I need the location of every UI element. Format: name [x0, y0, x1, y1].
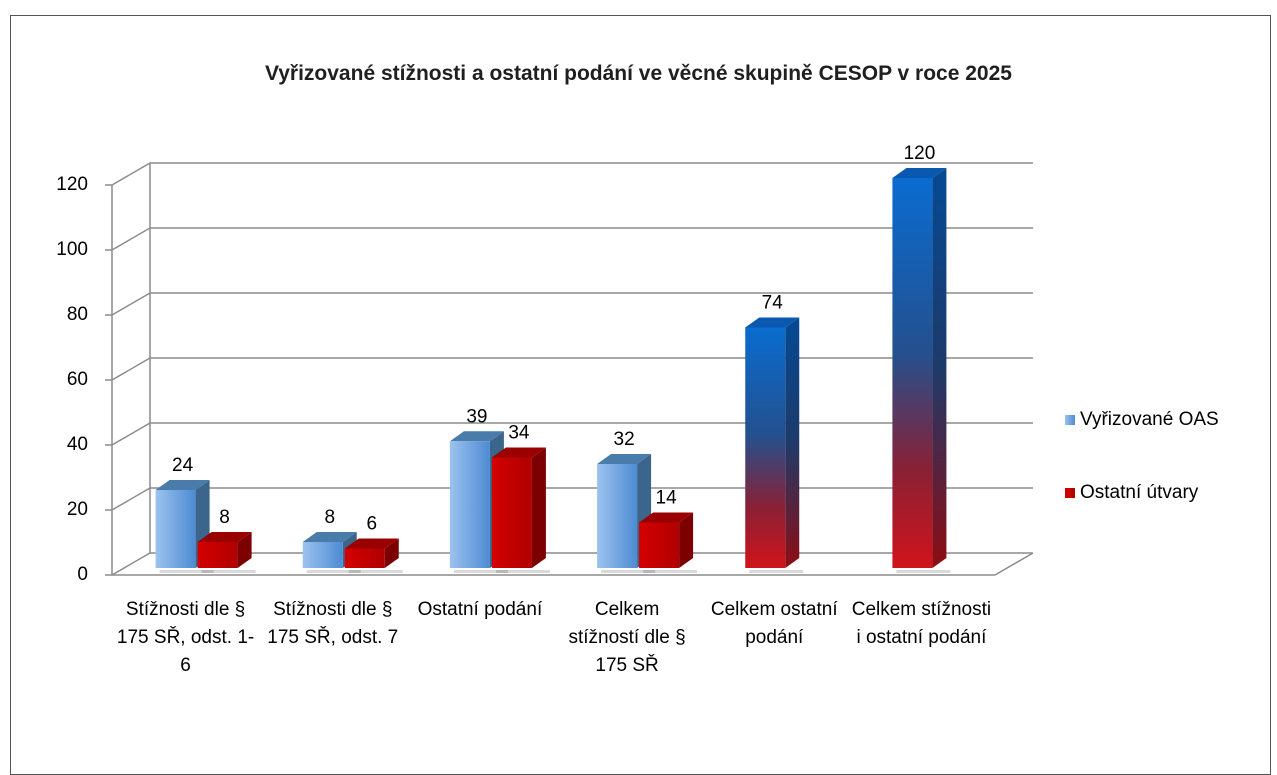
- page: Vyřizované stížnosti a ostatní podání ve…: [10, 15, 1271, 775]
- data-label: 34: [508, 423, 530, 444]
- bar-shadow: [306, 570, 361, 573]
- bar-top: [197, 532, 252, 542]
- grid-line: [111, 357, 1033, 381]
- bar-side: [679, 512, 694, 568]
- bar-top: [597, 454, 652, 464]
- bar-shadow: [201, 570, 256, 573]
- data-label: 24: [172, 455, 194, 476]
- bar-top: [639, 512, 694, 523]
- bar-side: [785, 317, 800, 568]
- x-tick-label: Celkem stížnosti i ostatní podání: [851, 599, 992, 648]
- bar-top: [344, 538, 399, 549]
- chart-title: Vyřizované stížnosti a ostatní podání ve…: [265, 62, 1012, 85]
- x-tick-label: Celkem ostatní podání: [710, 599, 838, 648]
- grid-line: [111, 162, 1033, 186]
- bar-top: [449, 431, 504, 442]
- legend-swatch: [1065, 415, 1075, 425]
- chart: 0 20 40 60 80 100 120 24 8 8 6 39 34 32 14 74 120 Vyřizov…: [56, 143, 1219, 585]
- y-tick-label: 20: [67, 499, 88, 520]
- bar-top: [155, 480, 210, 490]
- legend-label: Vyřizované OAS: [1080, 409, 1219, 430]
- grid-line: [111, 552, 1033, 576]
- data-label: 6: [366, 514, 377, 535]
- data-label: 120: [904, 143, 936, 164]
- bar: [302, 542, 343, 568]
- bar: [745, 327, 786, 568]
- bar: [892, 178, 933, 568]
- bar-shadow: [495, 570, 550, 573]
- x-tick-label: Stížnosti dle § 175 SŘ, odst. 7: [267, 599, 399, 648]
- bar: [197, 542, 238, 568]
- bar: [155, 490, 196, 568]
- grid-line: [111, 422, 1033, 446]
- y-tick-label: 100: [56, 239, 88, 260]
- data-label: 39: [466, 406, 487, 427]
- bar-top: [302, 532, 357, 542]
- bar: [491, 457, 532, 568]
- y-tick-label: 80: [67, 304, 88, 325]
- data-label: 32: [614, 429, 635, 450]
- bar-shadow: [896, 570, 951, 573]
- data-label: 8: [324, 507, 335, 528]
- bar-side: [932, 168, 947, 568]
- data-label: 8: [219, 507, 230, 528]
- bar-top: [491, 447, 546, 458]
- data-label: 14: [656, 488, 678, 509]
- data-label: 74: [762, 293, 784, 314]
- y-tick-label: 120: [56, 174, 88, 195]
- legend-swatch: [1065, 488, 1075, 498]
- x-tick-label: Stížnosti dle § 175 SŘ, odst. 1-6: [116, 599, 255, 676]
- bar: [449, 441, 490, 568]
- y-tick-label: 40: [67, 434, 88, 455]
- x-tick-label: Ostatní podání: [417, 599, 543, 620]
- bar-shadow: [348, 570, 403, 573]
- bar-shadow: [453, 570, 508, 573]
- bar-shadow: [601, 570, 656, 573]
- floor-edge: [994, 552, 1034, 576]
- grid-line: [111, 292, 1033, 316]
- bar: [597, 464, 638, 568]
- grid-line: [111, 487, 1033, 511]
- y-tick-label: 0: [77, 564, 88, 585]
- bar-side: [237, 532, 252, 568]
- legend-label: Ostatní útvary: [1080, 482, 1199, 503]
- bar-shadow: [643, 570, 698, 573]
- bar: [344, 548, 385, 568]
- bar-top: [892, 168, 947, 178]
- x-tick-label: Celkem stížností dle § 175 SŘ: [568, 599, 686, 676]
- bar-shadow: [159, 570, 214, 573]
- bar: [639, 522, 680, 568]
- y-tick-label: 60: [67, 369, 88, 390]
- bar-side: [384, 538, 399, 568]
- bar-top: [745, 317, 800, 328]
- grid-line: [111, 227, 1033, 251]
- bar-shadow: [749, 570, 804, 573]
- bar-side: [531, 447, 546, 568]
